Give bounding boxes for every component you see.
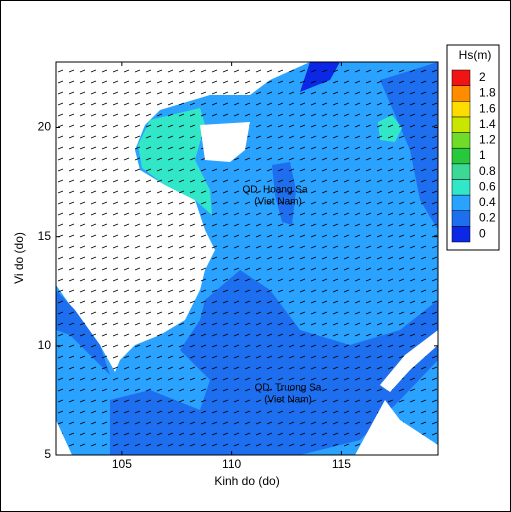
colorbar-tick-label: 0 [479, 226, 486, 240]
colorbar-tick-label: 1.4 [479, 117, 496, 131]
colorbar-cell [451, 116, 471, 133]
colorbar-label: Hs(m) [459, 48, 492, 62]
colorbar-cell [451, 226, 471, 243]
x-tick-label: 110 [222, 457, 241, 471]
borneo [355, 400, 438, 455]
colorbar-cell [451, 194, 471, 211]
y-tick-label: 10 [38, 338, 52, 352]
colorbar-cell [451, 210, 471, 227]
colorbar-cell [451, 179, 471, 196]
y-tick-label: 20 [38, 120, 52, 134]
colorbar-tick-label: 2 [479, 70, 486, 84]
colorbar-tick-label: 1.2 [479, 133, 496, 147]
x-tick-label: 105 [112, 457, 132, 471]
annotation: QD. Truong Sa [255, 383, 322, 394]
y-axis-label: Vi do (do) [12, 232, 26, 284]
x-axis-label: Kinh do (do) [214, 474, 279, 488]
hainan-island [200, 122, 250, 162]
colorbar-cell [451, 69, 471, 86]
y-tick-label: 5 [44, 447, 51, 461]
colorbar-tick-label: 0.4 [479, 195, 496, 209]
wave-direction-arrows [56, 62, 438, 455]
y-tick-label: 15 [38, 229, 52, 243]
annotation: QD. Hoang Sa [242, 185, 307, 196]
annotation: (Viet Nam) [264, 395, 312, 406]
colorbar-cell [451, 101, 471, 118]
colorbar-tick-label: 1.8 [479, 86, 496, 100]
plot-frame [55, 61, 439, 456]
colorbar-tick-label: 1 [479, 148, 486, 162]
colorbar-tick-label: 0.6 [479, 179, 496, 193]
wave-field [56, 62, 438, 455]
colorbar-tick-label: 0.8 [479, 164, 496, 178]
colorbar-tick-label: 1.6 [479, 101, 496, 115]
colorbar-cell [451, 132, 471, 149]
x-tick-label: 115 [332, 457, 351, 471]
colorbar-tick-label: 0.2 [479, 211, 496, 225]
land-corner [56, 420, 72, 455]
colorbar-cell [451, 85, 471, 102]
colorbar-cell [451, 163, 471, 180]
annotation: (Viet Nam) [254, 197, 302, 208]
colorbar-cell [451, 147, 471, 165]
palawan-island [380, 330, 438, 392]
